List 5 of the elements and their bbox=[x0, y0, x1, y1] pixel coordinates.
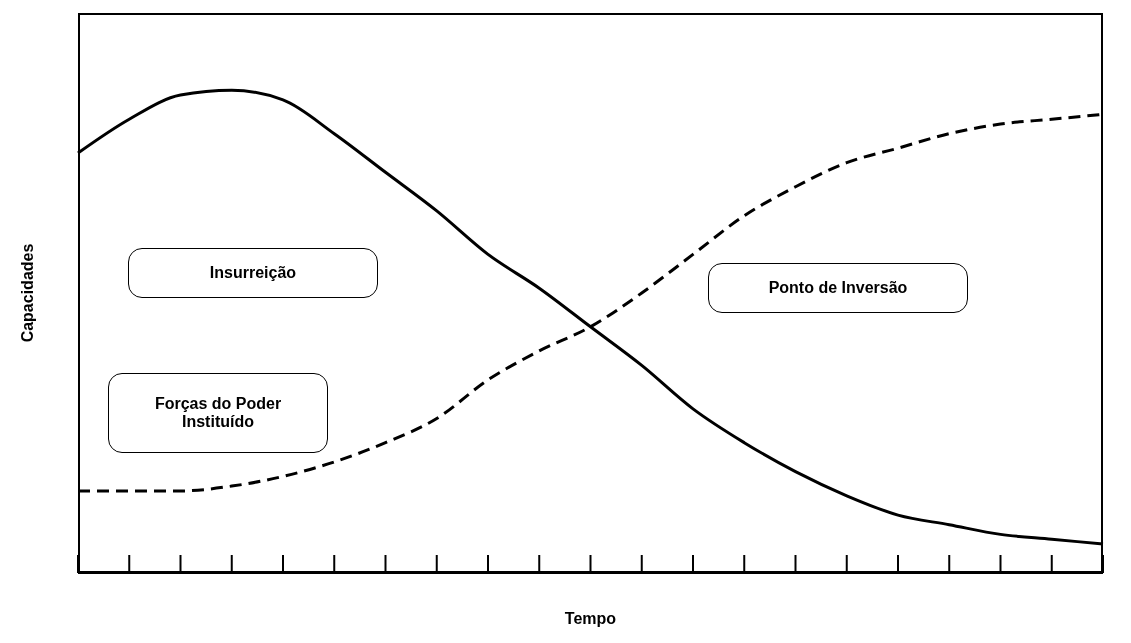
x-axis-title: Tempo bbox=[563, 610, 618, 628]
speech-bubble: Ponto de Inversão bbox=[708, 263, 968, 313]
y-axis-title: Capacidades bbox=[19, 243, 37, 343]
speech-bubble: Insurreição bbox=[128, 248, 378, 298]
speech-bubble: Forças do Poder Instituído bbox=[108, 373, 328, 453]
